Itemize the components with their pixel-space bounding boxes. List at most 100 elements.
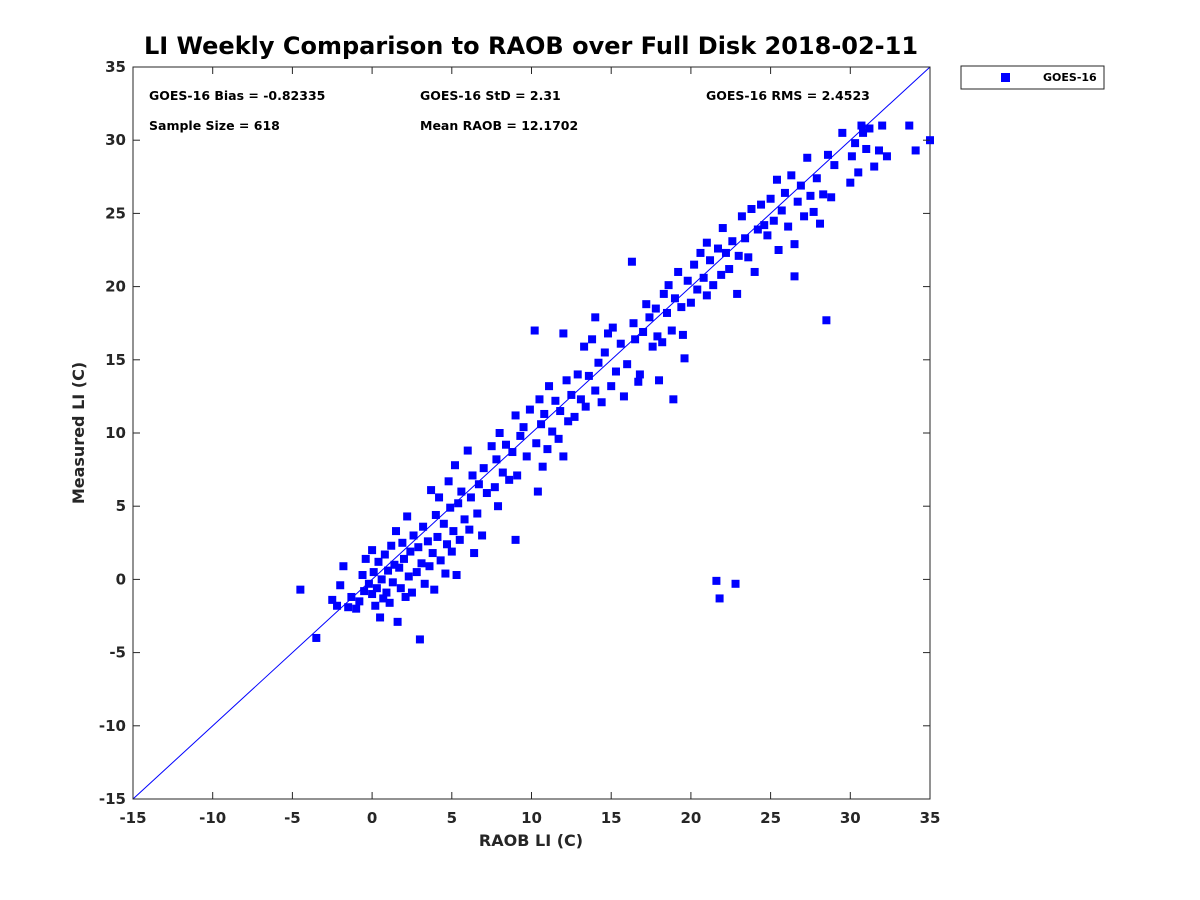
data-point [449,527,458,536]
data-point [548,427,557,436]
data-point [501,440,510,449]
data-point [576,395,585,404]
data-point [414,543,423,552]
data-point [519,423,528,432]
data-point [415,635,424,644]
data-point [463,446,472,455]
data-point [562,376,571,385]
data-point [796,181,805,190]
data-point [423,537,432,546]
data-point [878,121,887,130]
data-point [659,289,668,298]
data-point [384,566,393,575]
data-point [664,281,673,290]
data-point [874,146,883,155]
data-point [401,592,410,601]
data-point [793,197,802,206]
data-point [393,617,402,626]
data-point [669,395,678,404]
data-point [580,342,589,351]
stat-std: GOES-16 StD = 2.31 [420,88,561,103]
data-point [450,461,459,470]
data-point [760,221,769,230]
data-point [412,568,421,577]
data-point [870,162,879,171]
data-point [443,540,452,549]
data-point [545,382,554,391]
data-point [699,273,708,282]
data-point [505,475,514,484]
data-point [388,578,397,587]
data-point [508,448,517,457]
data-point [780,188,789,197]
data-point [409,531,418,540]
data-point [591,386,600,395]
chart-title: LI Weekly Comparison to RAOB over Full D… [144,32,918,60]
stat-sample-size: Sample Size = 618 [149,118,280,133]
data-point [777,206,786,215]
data-point [559,329,568,338]
data-point [769,216,778,225]
data-point [374,557,383,566]
data-point [784,222,793,231]
data-point [819,190,828,199]
data-point [790,272,799,281]
data-point [470,549,479,558]
data-point [355,597,364,606]
y-tick-label: -5 [109,644,126,662]
data-point [846,178,855,187]
data-point [570,412,579,421]
data-point [591,313,600,322]
data-point [737,212,746,221]
data-point [516,431,525,440]
data-point [543,445,552,454]
data-point [403,512,412,521]
data-point [369,568,378,577]
data-point [358,571,367,580]
data-point [634,377,643,386]
data-point [407,588,416,597]
x-tick-label: 35 [920,809,941,827]
data-point [734,251,743,260]
data-point [823,150,832,159]
data-point [482,489,491,498]
x-tick-label: -5 [284,809,301,827]
y-tick-label: 30 [105,131,126,149]
data-point [642,300,651,309]
data-point [296,585,305,594]
data-point [404,572,413,581]
data-point [385,598,394,607]
data-point [653,332,662,341]
x-tick-label: 0 [367,809,377,827]
data-point [728,237,737,246]
x-tick-label: 15 [601,809,622,827]
data-point [441,569,450,578]
y-tick-label: 5 [116,497,126,515]
data-point [733,289,742,298]
data-point [816,219,825,228]
data-point [809,207,818,216]
data-point [721,248,730,257]
data-point [744,253,753,262]
data-point [559,452,568,461]
data-point [554,434,563,443]
data-point [655,376,664,385]
y-tick-label: 0 [116,570,126,588]
data-point [677,303,686,312]
data-point [800,212,809,221]
data-point [696,248,705,257]
data-point [532,439,541,448]
data-point [446,503,455,512]
x-tick-label: -15 [119,809,146,827]
x-tick-label: 25 [760,809,781,827]
stat-mean-raob: Mean RAOB = 12.1702 [420,118,578,133]
data-point [406,547,415,556]
data-point [830,161,839,170]
data-point [731,579,740,588]
data-point [525,405,534,414]
data-point [535,395,544,404]
data-point [368,590,377,599]
data-point [533,487,542,496]
data-point [511,411,520,420]
data-point [911,146,920,155]
